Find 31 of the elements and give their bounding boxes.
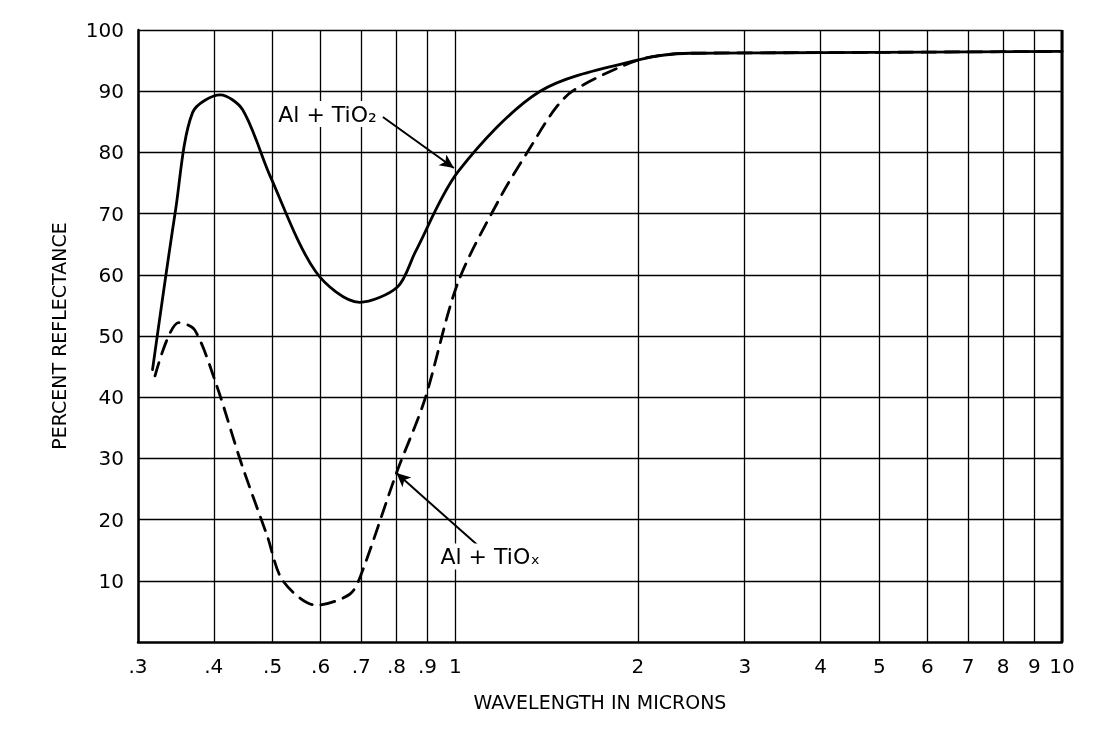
- y-tick-label: 40: [98, 385, 124, 410]
- text: Al + TiOₓ: [440, 543, 540, 569]
- x-tick-label: 6: [921, 654, 934, 678]
- x-tick-label: 7: [961, 654, 975, 678]
- y-tick-label: 10: [98, 568, 124, 593]
- x-tick-label: .5: [263, 654, 283, 678]
- x-tick-label: .4: [204, 654, 224, 678]
- x-tick-label: .7: [351, 654, 371, 678]
- y-tick-label: 30: [98, 446, 124, 471]
- x-tick-label: 2: [631, 654, 645, 678]
- y-tick-label: 90: [98, 79, 124, 104]
- y-tick-label: 100: [85, 18, 124, 42]
- y-tick-label: 60: [98, 262, 124, 287]
- x-tick-label: 9: [1027, 654, 1041, 678]
- series-label: Al + TiO₂: [278, 101, 377, 127]
- x-tick-label: .6: [311, 654, 331, 678]
- x-tick-label: 10: [1049, 654, 1075, 678]
- x-tick-label: 3: [738, 654, 752, 678]
- x-tick-label: 5: [872, 654, 886, 678]
- y-tick-label: 50: [98, 324, 124, 348]
- x-axis-title: WAVELENGTH IN MICRONS: [473, 690, 727, 713]
- x-tick-label: 8: [996, 654, 1010, 678]
- y-axis-title: PERCENT REFLECTANCE: [47, 222, 70, 450]
- x-tick-label: .8: [386, 654, 406, 678]
- x-tick-label: .9: [417, 654, 438, 678]
- y-tick-label: 70: [98, 201, 124, 226]
- y-tick-label: 80: [98, 140, 124, 165]
- x-tick-label: .3: [128, 654, 148, 678]
- x-tick-label: 4: [814, 654, 827, 678]
- y-tick-label: 20: [98, 507, 124, 532]
- x-tick-label: 1: [448, 654, 462, 678]
